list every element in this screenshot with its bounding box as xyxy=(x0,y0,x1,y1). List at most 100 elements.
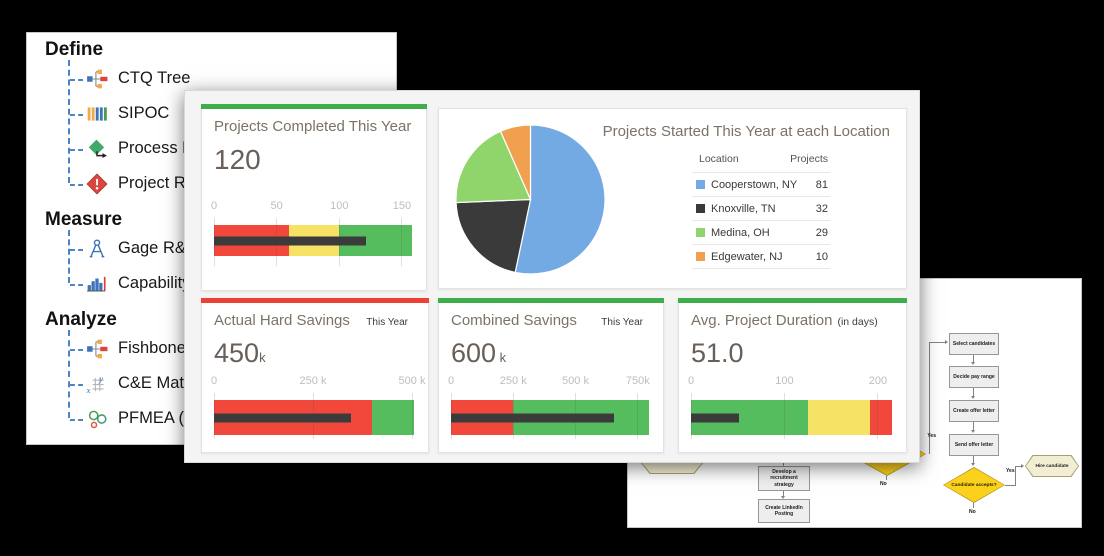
tree-item-label: Capability xyxy=(118,274,191,292)
axis-gridline xyxy=(411,393,413,439)
flow-terminal-hire-candidate[interactable]: Hire candidate xyxy=(1025,455,1079,477)
flow-step-label: Select candidates xyxy=(952,340,996,347)
bullet-chart: 0 250 k 500 k 750k xyxy=(447,375,650,439)
axis-tick-label: 200 xyxy=(868,375,888,387)
axis-tick-label: 0 xyxy=(447,375,455,387)
flow-no-line xyxy=(886,476,887,480)
card-avg-project-duration[interactable]: Avg. Project Duration (in days) 51.0 0 10… xyxy=(678,298,907,453)
axis-tick-label: 100 xyxy=(775,375,794,387)
flow-no-line xyxy=(973,503,974,508)
axis-gridline xyxy=(637,393,639,439)
axis-tick-label: 500 k xyxy=(562,375,589,387)
legend-value: 81 xyxy=(815,178,828,191)
axis-gridline xyxy=(877,393,879,439)
flow-yes-line xyxy=(1005,485,1015,486)
section-title-analyze: Analyze xyxy=(45,309,117,330)
card-period-label: This Year xyxy=(366,317,408,328)
flow-step-label: Create offer letter xyxy=(953,407,995,414)
pie-legend-table: Location Projects Cooperstown, NY 81 Knoxv… xyxy=(692,153,830,269)
section-title-measure: Measure xyxy=(45,209,123,230)
card-accent-bar xyxy=(678,298,907,303)
flow-arrowhead xyxy=(781,496,785,499)
axis-tick-label: 50 xyxy=(270,200,283,212)
tree-item-fishbone[interactable]: Fishbone xyxy=(27,331,396,366)
flow-step-create-offer-letter[interactable]: Create offer letter xyxy=(949,400,999,422)
flow-yes-label: Yes xyxy=(927,433,936,439)
pie-slice[interactable] xyxy=(499,124,532,200)
flow-connector xyxy=(783,460,784,466)
flow-step-create-linkedin-posting[interactable]: Create LinkedIn Posting xyxy=(758,499,810,523)
tree-item-sipoc[interactable]: SIPOC xyxy=(27,96,396,131)
card-actual-hard-savings[interactable]: Actual Hard Savings This Year 450k 0 250 … xyxy=(201,298,429,453)
card-period-label: This Year xyxy=(601,317,643,328)
card-title: Combined Savings xyxy=(451,312,577,329)
pie-slice[interactable] xyxy=(514,124,606,275)
legend-header-row: Location Projects xyxy=(692,153,830,172)
tree-item-capability[interactable]: Capability xyxy=(27,266,396,301)
tree-item-ctq-tree[interactable]: CTQ Tree xyxy=(27,61,396,96)
bullet-band xyxy=(214,400,414,435)
bullet-zone xyxy=(870,400,892,435)
legend-swatch xyxy=(696,204,705,213)
card-accent-bar xyxy=(201,298,429,303)
tree-item-label: C&E Matrix xyxy=(118,374,202,392)
card-accent-bar xyxy=(201,104,427,109)
legend-row: Cooperstown, NY 81 xyxy=(692,172,830,196)
bullet-measure-bar xyxy=(214,236,366,245)
card-projects-started-pie[interactable]: Projects Started This Year at each Locat… xyxy=(438,108,907,289)
flow-no-label: No xyxy=(880,481,887,487)
tree-item-gage-rr[interactable]: Gage R&R xyxy=(27,231,396,266)
flow-yes-label: Yes xyxy=(1006,468,1015,474)
flow-arrowhead xyxy=(971,463,975,466)
flow-connector xyxy=(783,491,784,497)
flow-step-send-offer-letter[interactable]: Send offer letter xyxy=(949,434,999,456)
pie-slice[interactable] xyxy=(455,198,532,274)
tree-section-measure: Measure Gage R&R xyxy=(27,209,396,301)
axis-gridline xyxy=(783,393,785,439)
bullet-axis: 0 100 200 xyxy=(687,375,892,387)
flow-connector xyxy=(973,355,974,363)
flow-arrowhead xyxy=(1021,464,1024,468)
bullet-zone xyxy=(372,400,414,435)
gage-rr-icon xyxy=(89,238,105,257)
flow-yes-line xyxy=(1015,466,1016,486)
card-value: 51.0 xyxy=(691,338,744,368)
svg-text:y: y xyxy=(98,373,103,383)
flow-step-label: Send offer letter xyxy=(954,441,994,448)
ce-matrix-icon: y x xyxy=(86,373,104,394)
card-projects-completed[interactable]: Projects Completed This Year 120 0 50 100 1… xyxy=(201,104,427,291)
tree-item-label: Fishbone xyxy=(118,339,186,357)
legend-value: 29 xyxy=(815,226,828,239)
flow-arrowhead xyxy=(971,396,975,399)
axis-tick-label: 0 xyxy=(210,375,218,387)
bullet-axis: 0 250 k 500 k 750k xyxy=(447,375,650,387)
legend-row: Knoxville, TN 32 xyxy=(692,196,830,220)
bullet-axis: 0 50 100 150 xyxy=(211,200,412,212)
bullet-band xyxy=(214,225,412,256)
process-map-icon xyxy=(88,139,107,158)
bullet-chart: 0 50 100 150 xyxy=(211,200,412,270)
section-title-define: Define xyxy=(45,39,104,60)
card-combined-savings[interactable]: Combined Savings This Year 600 k 0 250 k 5… xyxy=(438,298,664,453)
legend-swatch xyxy=(696,228,705,237)
pfmea-icon xyxy=(88,410,107,428)
bullet-chart: 0 250 k 500 k xyxy=(210,375,425,439)
pie-slice[interactable] xyxy=(455,130,532,204)
axis-tick-label: 750k xyxy=(625,375,650,387)
flow-step-develop-strategy[interactable]: Develop a recruitment strategy xyxy=(758,466,810,491)
flow-step-select-candidates[interactable]: Select candidates xyxy=(949,333,999,355)
flow-step-decide-pay-range[interactable]: Decide pay range xyxy=(949,366,999,388)
tree-connector-line xyxy=(68,330,70,418)
card-title: Avg. Project Duration xyxy=(691,312,833,329)
flow-decision-candidate-accepts[interactable]: Candidate accepts? xyxy=(943,467,1005,503)
bullet-measure-bar xyxy=(451,413,615,422)
card-title: Projects Completed This Year xyxy=(214,118,412,135)
card-accent-bar xyxy=(438,298,664,303)
axis-tick-label: 150 xyxy=(392,200,412,212)
legend-value: 10 xyxy=(815,250,828,263)
legend-label: Edgewater, NJ xyxy=(711,250,783,263)
tree-item-label: SIPOC xyxy=(118,104,170,122)
tree-item-ce-matrix[interactable]: y x C&E Matrix xyxy=(27,366,396,401)
axis-tick-label: 0 xyxy=(687,375,695,387)
tree-item-label: CTQ Tree xyxy=(118,69,191,87)
